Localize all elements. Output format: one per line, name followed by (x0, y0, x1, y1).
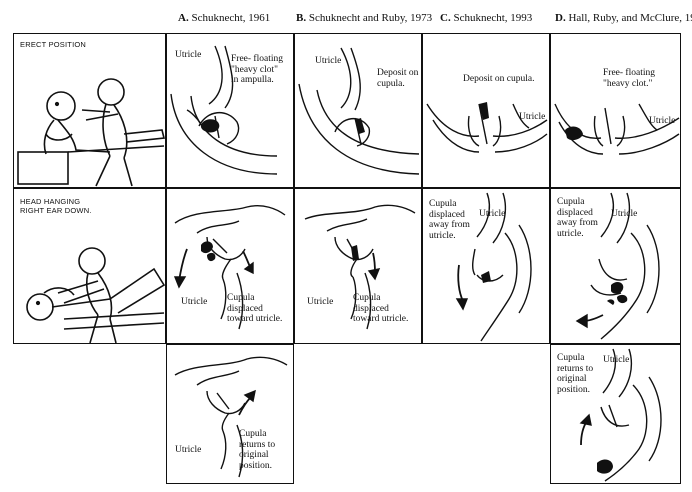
header-b: B. Schuknecht and Ruby, 1973 (296, 12, 432, 24)
label-utricle-c1: Utricle (519, 112, 546, 122)
canal-c-erect-diagram (426, 103, 548, 153)
panel-d-return: Cupula returns to original position. Utr… (550, 344, 681, 484)
header-a-letter: A. (178, 12, 189, 24)
header-c-letter: C. (440, 12, 451, 24)
otolith-clot-icon (607, 282, 628, 305)
panel-a-hanging: Utricle Cupula displaced toward utricle. (166, 188, 294, 344)
canal-b-erect-diagram (298, 47, 420, 175)
panel-b-erect: Utricle Deposit on cupula. (294, 33, 422, 188)
label-utricle-d2: Utricle (611, 209, 638, 219)
header-b-author: Schuknecht and Ruby, 1973 (308, 12, 433, 24)
panel-c-erect: Deposit on cupula. Utricle (422, 33, 550, 188)
header-b-letter: B. (296, 12, 307, 24)
panel-c-hanging: Cupula displaced away from utricle. Utri… (422, 188, 550, 344)
patient-hanging-illustration (26, 247, 165, 343)
cupula-deposit-icon (355, 118, 365, 134)
label-utricle-a1: Utricle (175, 50, 202, 60)
label-utricle-d1: Utricle (649, 116, 676, 126)
canal-d-hanging-diagram (575, 192, 660, 340)
label-utricle-a3: Utricle (175, 445, 202, 455)
label-utricle-c2: Utricle (479, 209, 506, 219)
header-a: A. Schuknecht, 1961 (178, 12, 270, 24)
panel-d-erect: Free- floating "heavy clot." Utricle (550, 33, 681, 188)
cupula-deposit-icon (351, 245, 359, 261)
label-cupula-displaced-away-c: Cupula displaced away from utricle. (429, 199, 470, 241)
panel-d-hanging: Cupula displaced away from utricle. Utri… (550, 188, 681, 344)
label-deposit-cupula-c: Deposit on cupula. (463, 74, 535, 84)
canal-c-hanging-diagram (455, 192, 532, 342)
otolith-clot-icon (597, 459, 613, 474)
label-displaced-toward-a: Cupula displaced toward utricle. (227, 293, 283, 324)
label-utricle-b2: Utricle (307, 297, 334, 307)
label-utricle-a2: Utricle (181, 297, 208, 307)
canal-d-return-diagram (579, 348, 662, 482)
label-free-floating-d: Free- floating "heavy clot." (603, 68, 655, 89)
panel-a-return: Utricle Cupula returns to original posit… (166, 344, 294, 484)
canal-a-return-diagram (174, 356, 288, 478)
label-displaced-toward-b: Cupula displaced toward utricle. (353, 293, 409, 324)
header-d-author: Hall, Ruby, and McClure, 1979 (568, 12, 692, 24)
patient-erect-illustration (17, 78, 165, 187)
panel-b-hanging: Utricle Cupula displaced toward utricle. (294, 188, 422, 344)
panel-a-erect: Utricle Free- floating "heavy clot" in a… (166, 33, 294, 188)
canal-a-hanging-diagram (173, 205, 286, 330)
cupula-deposit-icon (481, 271, 491, 283)
header-d-letter: D. (555, 12, 566, 24)
label-cupula-returns-d: Cupula returns to original position. (557, 353, 594, 395)
header-c: C. Schuknecht, 1993 (440, 12, 532, 24)
otolith-clot-icon (201, 241, 216, 262)
header-d: D. Hall, Ruby, and McClure, 1979 (555, 12, 692, 24)
label-cupula-returns-a: Cupula returns to original position. (239, 429, 276, 471)
panel-patient-hanging: HEAD HANGING RIGHT EAR DOWN. (13, 188, 166, 344)
erect-position-caption: ERECT POSITION (20, 40, 87, 49)
canal-a-erect-diagram (170, 45, 278, 175)
otolith-clot-icon (565, 126, 583, 141)
label-utricle-d3: Utricle (603, 355, 630, 365)
header-c-author: Schuknecht, 1993 (453, 12, 533, 24)
label-utricle-b1: Utricle (315, 56, 342, 66)
otolith-clot-icon (200, 119, 220, 133)
cupula-deposit-icon (479, 102, 489, 120)
header-a-author: Schuknecht, 1961 (191, 12, 271, 24)
panel-patient-erect: ERECT POSITION (13, 33, 166, 188)
label-cupula-displaced-away-d: Cupula displaced away from utricle. (557, 197, 598, 239)
label-free-floating-ampulla: Free- floating "heavy clot" in ampulla. (231, 54, 283, 85)
head-hanging-caption: HEAD HANGING RIGHT EAR DOWN. (20, 197, 92, 215)
label-deposit-cupula-b: Deposit on cupula. (377, 68, 419, 89)
